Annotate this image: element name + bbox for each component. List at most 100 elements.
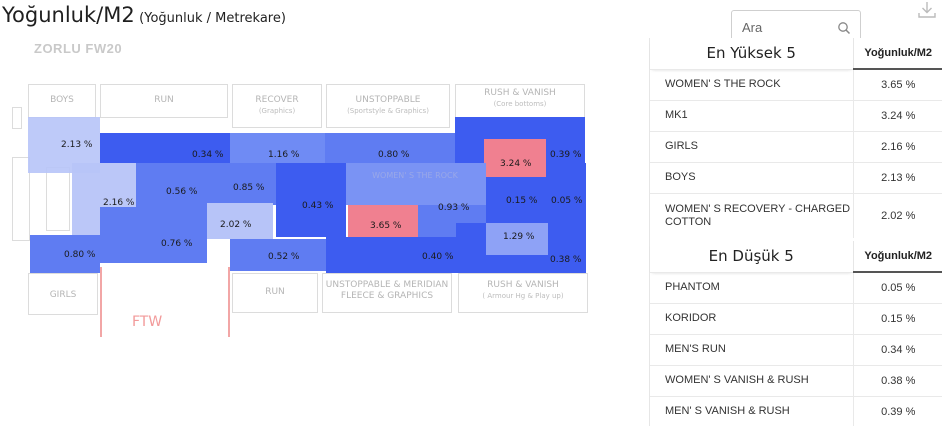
ranking-panel: En Yüksek 5 Yoğunluk/M2 WOMEN' S THE ROC… xyxy=(649,38,942,426)
wall-recover-label: RECOVER (Graphics) xyxy=(232,95,322,117)
page-title-main: Yoğunluk/M2 xyxy=(2,3,135,27)
value-boys: 2.13 % xyxy=(61,140,93,150)
wall-unstoppable-sub: (Sportstyle & Graphics) xyxy=(347,107,429,115)
wall-rush-top-title: RUSH & VANISH xyxy=(484,88,556,98)
zone-bottom-run[interactable] xyxy=(230,239,326,271)
zone-right-low-b[interactable] xyxy=(486,223,548,255)
zone-unstoppable-top[interactable] xyxy=(325,133,455,163)
top5-col-header[interactable]: Yoğunluk/M2 xyxy=(852,38,942,70)
top5-name: BOYS xyxy=(650,161,853,193)
value-mens-vanish-rush: 0.39 % xyxy=(550,150,582,160)
bottom5-value: 0.38 % xyxy=(852,364,942,396)
zone-right-mid[interactable] xyxy=(346,163,486,205)
zone-koridor[interactable] xyxy=(486,177,546,223)
wall-rush-top-sub: (Core bottoms) xyxy=(493,100,547,108)
table-row[interactable]: MK1 3.24 % xyxy=(650,99,942,131)
zone-bottom-meridian[interactable] xyxy=(326,237,456,273)
wall-meridian xyxy=(322,273,452,313)
top5-name: WOMEN' S RECOVERY - CHARGED COTTON xyxy=(650,192,853,238)
top5-name: WOMEN' S THE ROCK xyxy=(650,68,853,100)
zone-bottom-left[interactable] xyxy=(30,235,100,273)
bottom5-value: 0.05 % xyxy=(852,271,942,303)
wall-unstoppable-label: UNSTOPPABLE (Sportstyle & Graphics) xyxy=(326,95,450,117)
store-name: ZORLU FW20 xyxy=(34,41,123,56)
table-row[interactable]: WOMEN' S VANISH & RUSH 0.38 % xyxy=(650,364,942,396)
ftw-line-right xyxy=(228,267,230,337)
top5-value: 2.02 % xyxy=(852,192,942,238)
value-lower-left: 0.76 % xyxy=(161,239,193,249)
ghost-label: WOMEN' S THE ROCK xyxy=(372,171,458,180)
wall-rush-bottom-title: RUSH & VANISH xyxy=(487,280,559,290)
wall-recover-title: RECOVER xyxy=(255,95,299,105)
table-row[interactable]: GIRLS 2.16 % xyxy=(650,130,942,162)
zone-mens-run[interactable] xyxy=(100,133,230,163)
wall-meridian-sub: FLEECE & GRAPHICS xyxy=(340,291,434,301)
table-row[interactable]: MEN'S RUN 0.34 % xyxy=(650,333,942,365)
top5-table: En Yüksek 5 Yoğunluk/M2 WOMEN' S THE ROC… xyxy=(650,38,942,238)
search-icon[interactable] xyxy=(837,21,851,35)
wall-run-top-label: RUN xyxy=(154,95,174,105)
value-bottom-run: 0.52 % xyxy=(268,252,300,262)
top5-name: MK1 xyxy=(650,99,853,131)
bottom5-name: MEN' S VANISH & RUSH xyxy=(650,395,853,426)
value-womens-the-rock: 3.65 % xyxy=(370,221,402,231)
wall-rush-bottom xyxy=(458,273,588,313)
zone-center-b[interactable] xyxy=(210,163,276,205)
zone-lower-left[interactable] xyxy=(100,207,207,263)
bottom5-table: En Düşük 5 Yoğunluk/M2 PHANTOM 0.05 % KOR… xyxy=(650,241,942,426)
entrance-frame xyxy=(12,157,30,241)
value-recover-top: 1.16 % xyxy=(268,150,300,160)
table-row[interactable]: WOMEN' S THE ROCK 3.65 % xyxy=(650,68,942,100)
wall-recover xyxy=(232,84,322,128)
zone-phantom[interactable] xyxy=(546,163,586,223)
top5-title: En Yüksek 5 xyxy=(650,38,853,69)
wall-rush-top-label: RUSH & VANISH (Core bottoms) xyxy=(455,88,585,110)
bottom5-col-header[interactable]: Yoğunluk/M2 xyxy=(852,241,942,273)
ftw-line-left xyxy=(100,267,102,337)
value-center-c: 0.43 % xyxy=(302,201,334,211)
value-center-a: 0.56 % xyxy=(166,187,198,197)
download-icon[interactable] xyxy=(916,0,938,20)
zone-center-a[interactable] xyxy=(136,163,210,207)
zone-center-c[interactable] xyxy=(276,163,346,237)
value-right-mid: 0.93 % xyxy=(438,203,470,213)
zone-womens-recovery[interactable] xyxy=(207,203,273,239)
wall-run-bottom xyxy=(232,273,318,313)
value-mens-run: 0.34 % xyxy=(192,150,224,160)
top5-value: 2.13 % xyxy=(852,161,942,193)
search-input[interactable] xyxy=(742,11,842,43)
wall-unstoppable-title: UNSTOPPABLE xyxy=(355,95,421,105)
zone-mk1[interactable] xyxy=(484,139,546,177)
top5-value: 3.24 % xyxy=(852,99,942,131)
zone-womens-the-rock[interactable] xyxy=(348,205,418,237)
value-unstoppable-top: 0.80 % xyxy=(378,150,410,160)
value-right-low: 1.29 % xyxy=(503,232,535,242)
wall-boys-label: BOYS xyxy=(50,95,74,105)
table-row[interactable]: MEN' S VANISH & RUSH 0.39 % xyxy=(650,395,942,426)
wall-meridian-label: UNSTOPPABLE & MERIDIAN FLEECE & GRAPHICS xyxy=(322,280,452,302)
table-row[interactable]: BOYS 2.13 % xyxy=(650,161,942,193)
wall-meridian-title: UNSTOPPABLE & MERIDIAN xyxy=(325,280,449,290)
table-row[interactable]: WOMEN' S RECOVERY - CHARGED COTTON 2.02 % xyxy=(650,192,942,238)
top5-value: 3.65 % xyxy=(852,68,942,100)
wall-girls xyxy=(28,273,98,315)
left-post xyxy=(12,107,22,129)
table-row[interactable]: KORIDOR 0.15 % xyxy=(650,302,942,334)
ftw-label: FTW xyxy=(132,314,163,330)
value-womens-recovery: 2.02 % xyxy=(220,220,252,230)
bottom5-title: En Düşük 5 xyxy=(650,241,853,272)
value-phantom: 0.05 % xyxy=(551,196,583,206)
bottom5-name: MEN'S RUN xyxy=(650,333,853,365)
value-center-b: 0.85 % xyxy=(233,183,265,193)
bottom5-name: PHANTOM xyxy=(650,271,853,303)
value-womens-vanish-rush: 0.38 % xyxy=(550,255,582,265)
wall-unstoppable xyxy=(326,84,450,128)
zone-recover-top[interactable] xyxy=(230,133,325,163)
store-floorplan: ZORLU FW20 BOYS RUN RECOVER (Graphics) U… xyxy=(0,35,640,375)
wall-recover-sub: (Graphics) xyxy=(258,107,296,115)
bottom5-name: KORIDOR xyxy=(650,302,853,334)
table-row[interactable]: PHANTOM 0.05 % xyxy=(650,271,942,303)
value-bottom-meridian: 0.40 % xyxy=(422,252,454,262)
wall-girls-label: GIRLS xyxy=(49,290,77,300)
entrance-door xyxy=(46,167,70,231)
